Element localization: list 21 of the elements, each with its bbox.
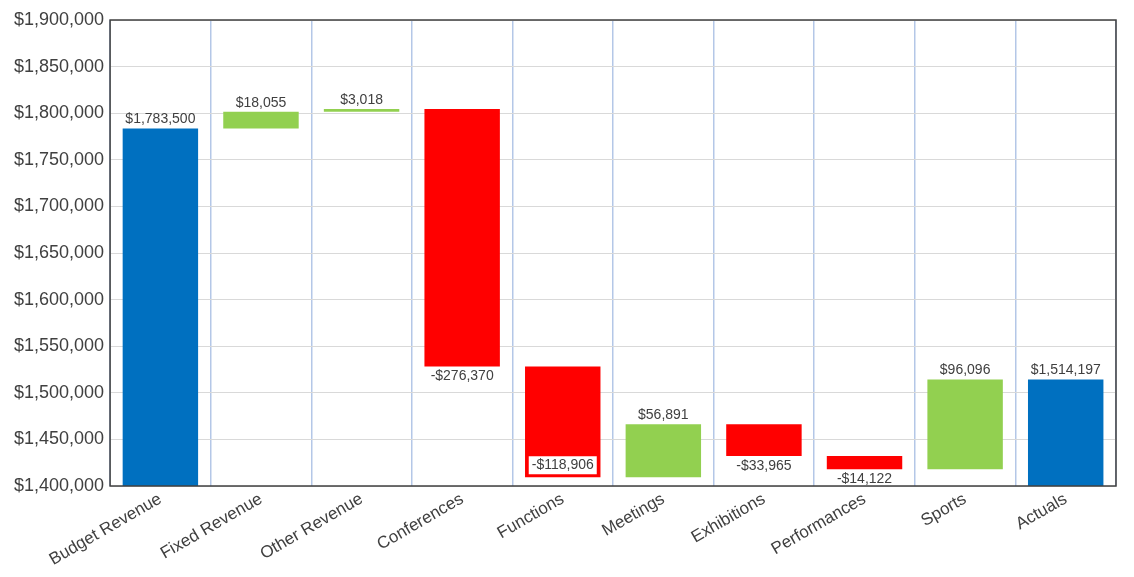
data-label: $18,055: [235, 93, 287, 110]
y-tick-label: $1,750,000: [13, 148, 105, 169]
data-label: $1,783,500: [125, 110, 196, 127]
y-tick-label: $1,850,000: [13, 55, 105, 76]
data-label: $56,891: [638, 406, 689, 423]
y-tick-label: $1,450,000: [13, 428, 105, 449]
y-tick-label: $1,500,000: [13, 381, 105, 402]
y-tick-label: $1,400,000: [13, 474, 105, 495]
y-tick-label: $1,800,000: [13, 102, 105, 123]
data-label: $3,018: [340, 90, 384, 107]
y-tick-label: $1,900,000: [13, 8, 105, 29]
y-tick-label: $1,550,000: [13, 335, 105, 356]
data-label: -$33,965: [736, 456, 792, 473]
y-tick-label: $1,650,000: [13, 241, 105, 262]
data-label: -$118,906: [531, 456, 594, 473]
data-label: $96,096: [939, 361, 991, 378]
y-tick-label: $1,700,000: [13, 195, 105, 216]
data-label: -$14,122: [836, 470, 893, 486]
data-label: $1,514,197: [1030, 361, 1101, 378]
data-label: -$276,370: [430, 367, 494, 384]
y-tick-label: $1,600,000: [13, 288, 105, 309]
